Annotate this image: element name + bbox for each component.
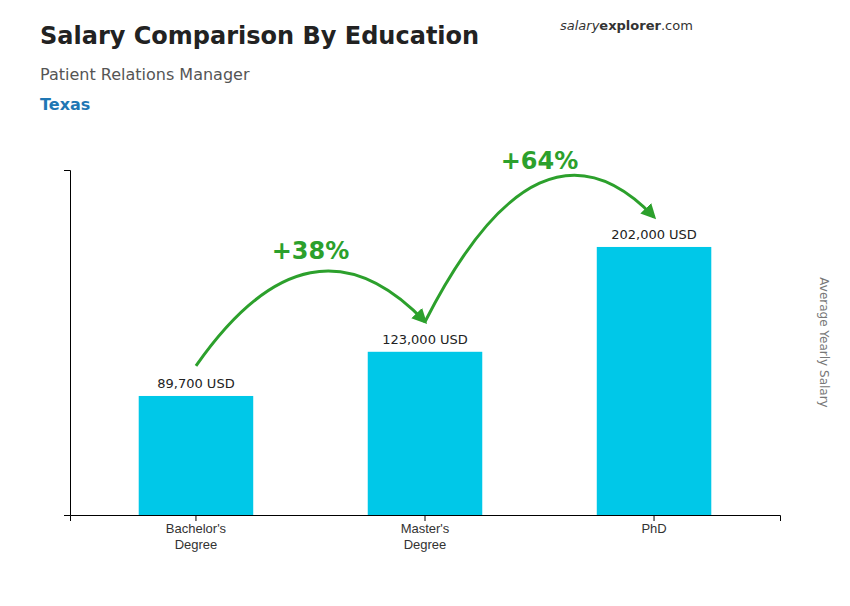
data-label: 202,000 USD — [611, 227, 697, 242]
bar — [597, 247, 712, 515]
pct-label: +64% — [501, 147, 579, 175]
watermark-part: .com — [661, 18, 693, 33]
pct-label: +38% — [272, 237, 350, 265]
arrow-arc — [196, 271, 425, 366]
x-tick-label-line: Degree — [175, 537, 218, 552]
subtitle: Patient Relations Manager — [40, 65, 250, 84]
bar — [139, 396, 254, 515]
location: Texas — [40, 95, 90, 114]
x-tick-mark — [654, 515, 655, 521]
data-label: 123,000 USD — [382, 332, 468, 347]
data-label: 89,700 USD — [157, 376, 234, 391]
bars — [139, 247, 712, 515]
bar — [368, 352, 483, 515]
chart-container: Salary Comparison By Education Patient Re… — [0, 0, 850, 606]
title: Salary Comparison By Education — [40, 22, 479, 50]
watermark-part: salary — [560, 18, 600, 33]
data-labels: 89,700 USD 123,000 USD 202,000 USD — [157, 227, 697, 391]
y-axis — [64, 171, 71, 516]
x-axis: Bachelor'sDegreeMaster'sDegreePhD — [71, 515, 781, 552]
x-tick-mark — [425, 515, 426, 521]
x-tick-label: Master'sDegree — [401, 521, 450, 552]
x-tick-mark — [195, 515, 196, 521]
y-axis-line — [64, 171, 71, 516]
x-tick: PhD — [641, 515, 666, 536]
x-tick: Bachelor'sDegree — [166, 515, 227, 552]
x-tick-label-line: Bachelor's — [166, 521, 227, 536]
arrow-arc — [425, 175, 654, 322]
watermark-part: explorer — [599, 18, 661, 33]
x-tick: Master'sDegree — [401, 515, 450, 552]
arrows: +38% +64% — [196, 147, 654, 366]
watermark: salaryexplorer.com — [560, 18, 693, 33]
chart-svg: Salary Comparison By Education Patient Re… — [0, 0, 850, 606]
x-tick-label-line: Master's — [401, 521, 450, 536]
y-axis-label: Average Yearly Salary — [817, 277, 831, 407]
x-tick-label: Bachelor'sDegree — [166, 521, 227, 552]
x-tick-label: PhD — [641, 521, 666, 536]
x-tick-label-line: Degree — [404, 537, 447, 552]
x-tick-label-line: PhD — [641, 521, 666, 536]
x-axis-line — [71, 516, 781, 522]
